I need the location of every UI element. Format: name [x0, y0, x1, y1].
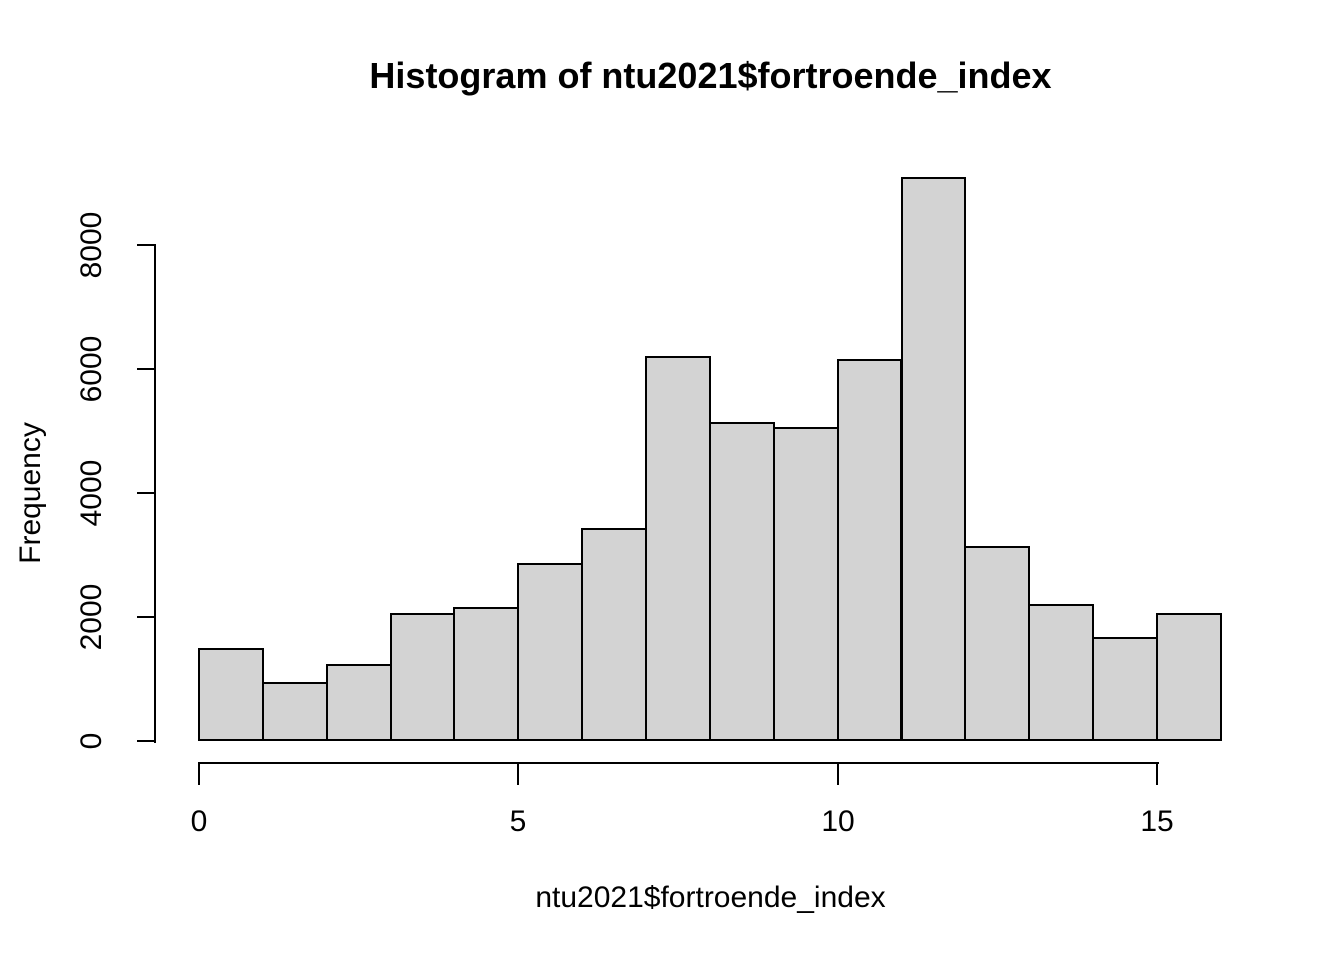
x-tick [517, 763, 519, 785]
y-tick-label: 0 [75, 732, 108, 750]
histogram-bar [517, 563, 584, 741]
histogram-bar [389, 613, 456, 741]
y-tick-label: 6000 [75, 335, 108, 403]
x-tick-label: 10 [821, 805, 855, 838]
histogram-bar [645, 356, 711, 741]
histogram-bar [772, 427, 839, 741]
y-tick-label: 2000 [75, 583, 108, 651]
histogram-bar [900, 177, 967, 741]
histogram-bar [964, 546, 1031, 741]
chart-title: Histogram of ntu2021$fortroende_index [369, 55, 1052, 96]
y-tick [137, 492, 156, 494]
histogram-bar [581, 528, 648, 741]
y-axis-title: Frequency [14, 422, 47, 564]
y-tick-label: 8000 [75, 211, 108, 279]
x-tick-label: 5 [509, 805, 527, 838]
histogram-bar [836, 359, 903, 741]
x-tick-label: 15 [1140, 805, 1174, 838]
y-tick [137, 740, 156, 742]
x-tick-label: 0 [190, 805, 208, 838]
x-tick [198, 763, 200, 785]
histogram-bar [325, 664, 392, 741]
histogram-bar [453, 607, 520, 741]
y-tick [137, 616, 156, 618]
y-tick-label: 4000 [75, 459, 108, 527]
x-tick [837, 763, 839, 785]
x-axis-line [198, 762, 1159, 764]
histogram-bar [1155, 613, 1222, 741]
x-tick [1156, 763, 1158, 785]
y-tick [137, 368, 156, 370]
histogram-bar [198, 648, 264, 741]
histogram-bar [708, 422, 775, 741]
x-axis-title: ntu2021$fortroende_index [535, 881, 886, 914]
histogram-bar [1092, 637, 1158, 741]
y-tick [137, 244, 156, 246]
histogram-bar [261, 682, 328, 741]
histogram-bar [1028, 604, 1095, 741]
